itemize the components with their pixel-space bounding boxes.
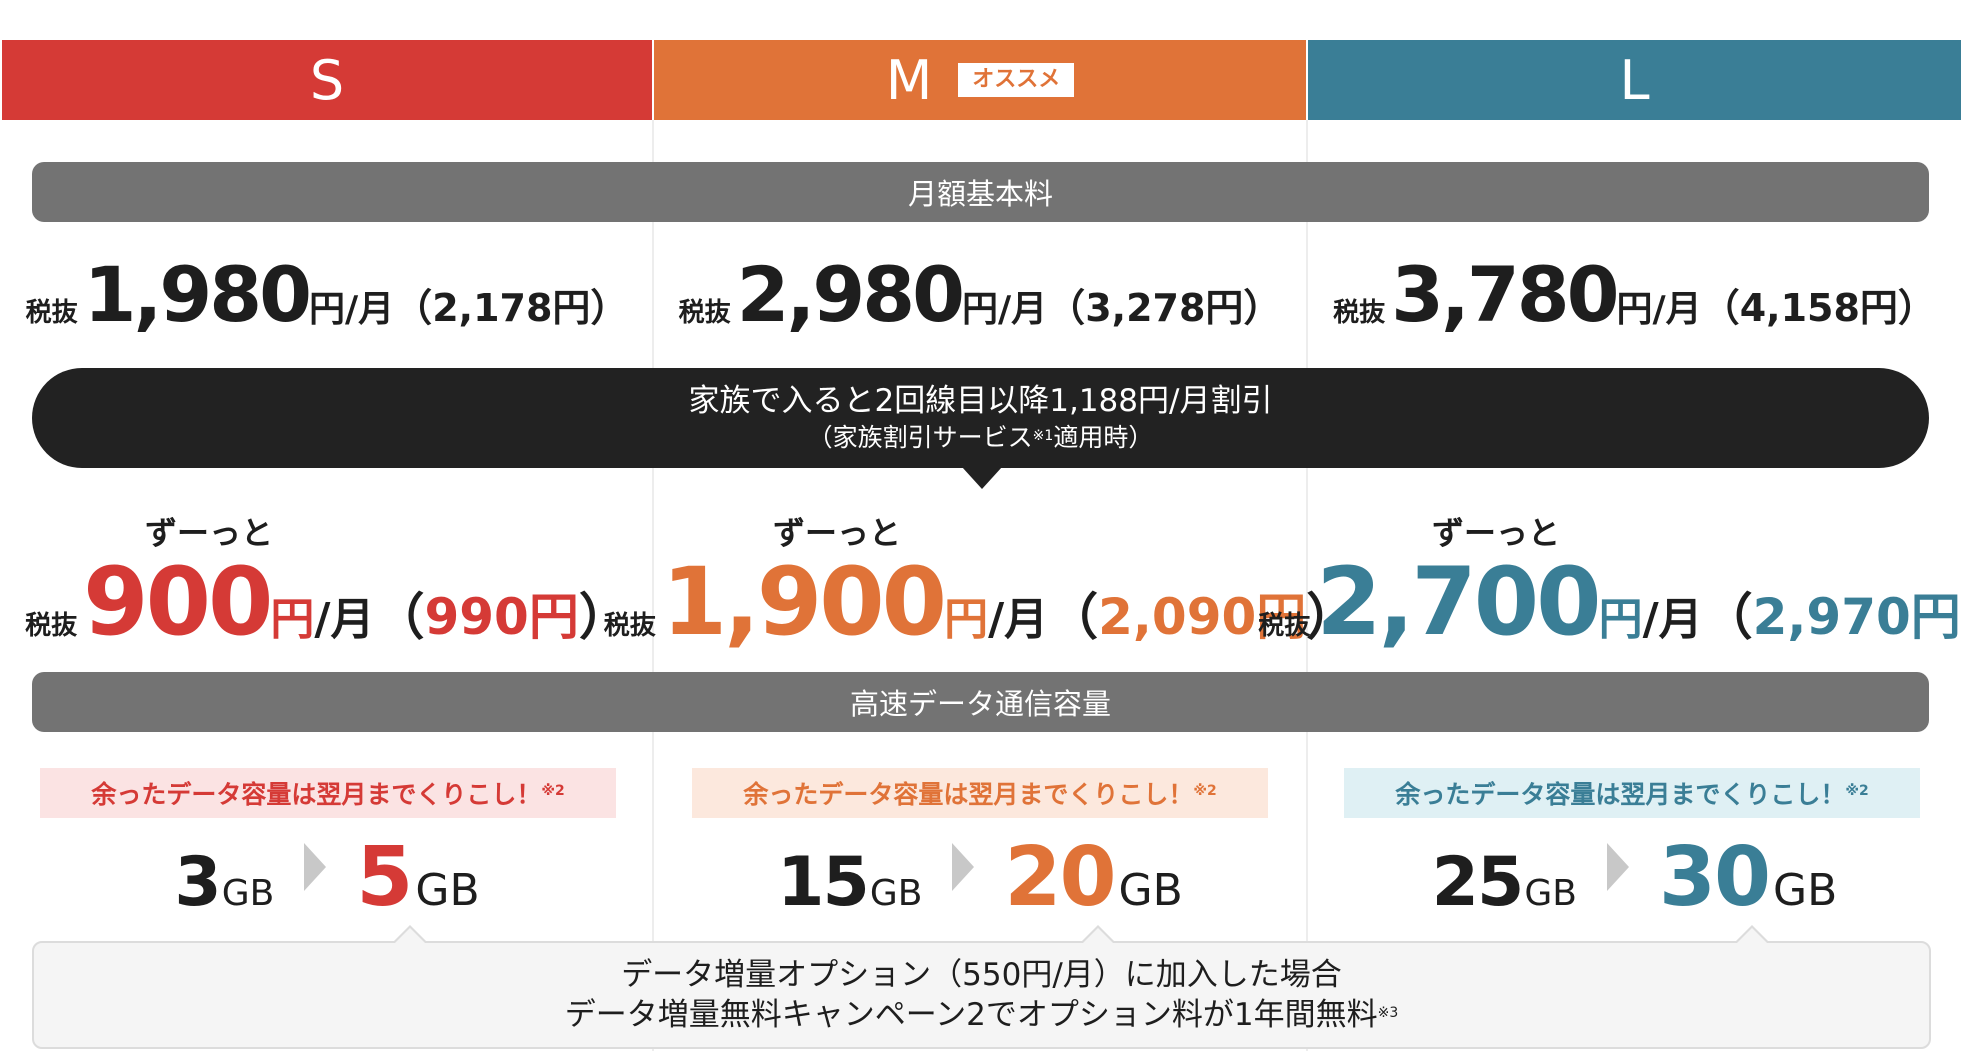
arrow-right-icon bbox=[304, 843, 327, 891]
discount-price-l: 税抜 2,700 円 /月 （2,970円） bbox=[1258, 548, 1961, 657]
price-value: 2,980 bbox=[736, 250, 965, 339]
family-discount-bubble: 家族で入ると2回線目以降1,188円/月割引 （家族割引サービス※1適用時） bbox=[32, 368, 1929, 468]
tax-excluded-label: 税抜 bbox=[25, 298, 78, 328]
section-monthly-fee: 月額基本料 bbox=[32, 162, 1929, 222]
plan-name: M bbox=[885, 48, 933, 112]
plan-name: S bbox=[309, 48, 345, 112]
tax-excluded-label: 税抜 bbox=[1258, 611, 1311, 641]
arrow-right-icon bbox=[1606, 843, 1629, 891]
plan-name: L bbox=[1619, 48, 1650, 112]
discount-price-m: 税抜 1,900 円 /月 （2,090円） bbox=[604, 548, 1357, 657]
box-pointer bbox=[1737, 928, 1767, 943]
data-capacity-l: 25 GB 30 GB bbox=[1431, 830, 1838, 925]
section-data-capacity: 高速データ通信容量 bbox=[32, 672, 1929, 732]
arrow-right-icon bbox=[952, 843, 975, 891]
per-month: /月 bbox=[345, 289, 395, 330]
column-divider bbox=[652, 120, 654, 1051]
forever-label-m: ずーっと bbox=[773, 514, 902, 552]
discount-price-value: 2,700 bbox=[1316, 548, 1601, 657]
tax-excluded-label: 税抜 bbox=[678, 298, 731, 328]
data-option-box: データ増量オプション（550円/月）に加入した場合 データ増量無料キャンペーン2… bbox=[32, 941, 1931, 1049]
discount-price-s: 税抜 900 円 /月 （990円） bbox=[2, 548, 652, 657]
base-gb: 25 bbox=[1431, 843, 1525, 922]
price-value: 1,980 bbox=[83, 250, 312, 339]
discount-price-value: 900 bbox=[83, 548, 273, 657]
tax-included-price: （4,158円） bbox=[1701, 286, 1936, 330]
price-value: 3,780 bbox=[1391, 250, 1619, 339]
yen-unit: 円 bbox=[1598, 594, 1643, 645]
per-month: /月 bbox=[1652, 289, 1702, 330]
plan-header-l[interactable]: L bbox=[1308, 40, 1961, 120]
family-discount-note: （家族割引サービス※1適用時） bbox=[807, 423, 1154, 452]
plan-header-m[interactable]: M オススメ bbox=[654, 40, 1306, 120]
bubble-pointer bbox=[962, 467, 1002, 489]
option-line-1: データ増量オプション（550円/月）に加入した場合 bbox=[621, 957, 1342, 993]
discount-tax-included: （2,090円） bbox=[1048, 588, 1357, 646]
section-title: 高速データ通信容量 bbox=[849, 687, 1111, 721]
yen-unit: 円 bbox=[270, 594, 315, 645]
base-gb: 3 bbox=[174, 843, 221, 922]
increased-gb: 5 bbox=[356, 830, 413, 925]
base-price-m: 税抜 2,980 円 /月 （3,278円） bbox=[654, 250, 1306, 339]
increased-gb: 20 bbox=[1004, 830, 1116, 925]
tax-included-price: （2,178円） bbox=[394, 286, 629, 330]
data-capacity-s: 3 GB 5 GB bbox=[174, 830, 480, 925]
tax-excluded-label: 税抜 bbox=[1333, 298, 1386, 328]
recommended-badge: オススメ bbox=[958, 63, 1075, 97]
yen-unit: 円 bbox=[309, 289, 346, 330]
discount-tax-included: （2,970円） bbox=[1702, 588, 1961, 646]
carryover-label-s: 余ったデータ容量は翌月までくりこし！ ※2 bbox=[40, 768, 616, 818]
section-title: 月額基本料 bbox=[907, 177, 1053, 211]
yen-unit: 円 bbox=[1616, 289, 1653, 330]
plan-header-s[interactable]: S bbox=[2, 40, 652, 120]
base-price-l: 税抜 3,780 円 /月 （4,158円） bbox=[1308, 250, 1961, 339]
forever-label-l: ずーっと bbox=[1432, 514, 1561, 552]
base-gb: 15 bbox=[777, 843, 870, 922]
option-line-2: データ増量無料キャンペーン2でオプション料が1年間無料※3 bbox=[564, 997, 1399, 1033]
box-pointer bbox=[1083, 928, 1113, 943]
tax-excluded-label: 税抜 bbox=[25, 611, 78, 641]
yen-unit: 円 bbox=[944, 594, 989, 645]
carryover-label-l: 余ったデータ容量は翌月までくりこし！ ※2 bbox=[1344, 768, 1920, 818]
tax-included-price: （3,278円） bbox=[1047, 286, 1282, 330]
tax-excluded-label: 税抜 bbox=[603, 611, 656, 641]
column-divider bbox=[1306, 120, 1308, 1051]
per-month: /月 bbox=[988, 594, 1049, 645]
increased-gb: 30 bbox=[1658, 830, 1771, 925]
base-price-s: 税抜 1,980 円 /月 （2,178円） bbox=[2, 250, 652, 339]
data-capacity-m: 15 GB 20 GB bbox=[777, 830, 1183, 925]
yen-unit: 円 bbox=[962, 289, 999, 330]
box-pointer bbox=[395, 928, 425, 943]
per-month: /月 bbox=[998, 289, 1048, 330]
family-discount-text: 家族で入ると2回線目以降1,188円/月割引 bbox=[688, 383, 1273, 419]
forever-label-s: ずーっと bbox=[145, 514, 274, 552]
discount-tax-included: （990円） bbox=[374, 588, 629, 646]
discount-price-value: 1,900 bbox=[661, 548, 947, 657]
carryover-label-m: 余ったデータ容量は翌月までくりこし！ ※2 bbox=[692, 768, 1268, 818]
per-month: /月 bbox=[1642, 594, 1703, 645]
per-month: /月 bbox=[314, 594, 375, 645]
